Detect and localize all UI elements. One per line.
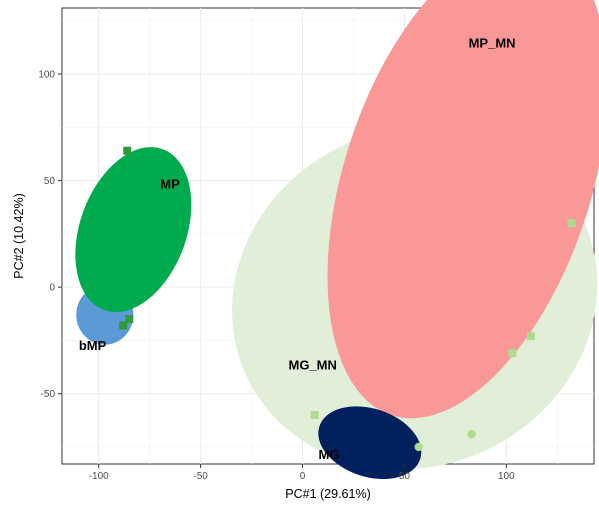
y-tick-label: 50: [44, 176, 56, 187]
data-point-circle: [414, 442, 423, 452]
data-point-square: [567, 219, 576, 228]
y-axis-ticks: -50 0 50 100: [38, 70, 62, 400]
data-point-circle: [467, 429, 476, 439]
data-point-square: [125, 315, 134, 324]
x-axis-ticks: -100 -50 0 50 100: [89, 464, 515, 482]
x-tick-label: -100: [89, 471, 109, 482]
x-tick-label: 100: [498, 471, 515, 482]
data-point-square: [526, 332, 535, 341]
group-label: MP_MN: [469, 36, 516, 51]
y-tick-label: 0: [49, 283, 55, 294]
data-point-square: [123, 146, 132, 155]
x-tick-label: 50: [399, 471, 411, 482]
y-tick-label: 100: [38, 70, 55, 81]
group-label: bMP: [79, 338, 107, 353]
mp-ellipse: [75, 147, 192, 313]
x-tick-label: -50: [193, 471, 208, 482]
data-points: [119, 146, 576, 452]
data-point-square: [508, 349, 517, 358]
group-label: MP: [160, 176, 180, 191]
y-axis-title: PC#2 (10.42%): [12, 193, 26, 278]
x-axis-title: PC#1 (29.61%): [285, 487, 370, 501]
group-label: MG: [319, 447, 340, 462]
data-point-square: [310, 410, 319, 419]
y-tick-label: -50: [41, 389, 56, 400]
confidence-ellipses: [75, 0, 599, 480]
x-tick-label: 0: [300, 471, 306, 482]
mp-mn-ellipse: [327, 0, 599, 419]
group-label: MG_MN: [289, 357, 337, 372]
mg-ellipse: [318, 406, 422, 480]
data-point-square: [119, 321, 128, 330]
group-labels: MP_MN MP bMP MG_MN MG: [79, 36, 516, 462]
